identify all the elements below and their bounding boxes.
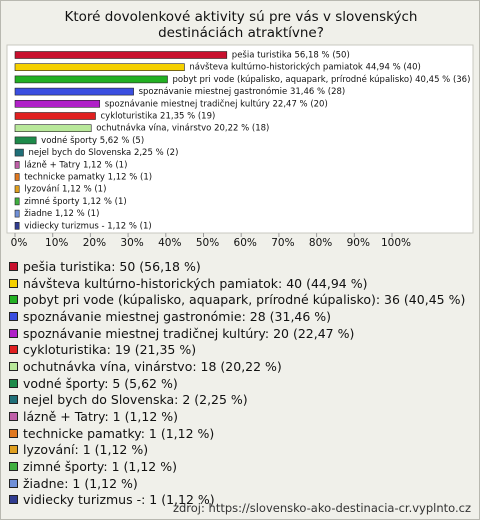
- legend-entry: vidiecky turizmus -: 1 (1,12 %): [9, 492, 465, 509]
- value-label: nejel bych do Slovenska 2,25 % (2): [28, 148, 178, 158]
- bar: [14, 87, 134, 96]
- legend-swatch: [9, 445, 18, 455]
- legend-label: technicke pamatky: 1 (1,12 %): [23, 425, 215, 441]
- x-tick-label: 20%: [83, 237, 106, 249]
- legend-swatch: [9, 495, 18, 505]
- legend-entry: zimné športy: 1 (1,12 %): [9, 458, 465, 475]
- legend-label: lyzování: 1 (1,12 %): [23, 442, 149, 458]
- bar: [14, 75, 168, 84]
- legend-swatch: [9, 361, 18, 371]
- value-label: návšteva kultúrno-historických pamiatok …: [189, 62, 420, 73]
- value-label: spoznávanie miestnej tradičnej kultúry 2…: [105, 98, 328, 109]
- x-tick-label: 70%: [271, 237, 294, 249]
- x-tick-label: 0%: [11, 237, 28, 249]
- legend-entry: žiadne: 1 (1,12 %): [9, 475, 465, 492]
- legend: pešia turistika: 50 (56,18 %) návšteva ku…: [9, 258, 465, 508]
- bar: [14, 51, 228, 59]
- value-label: vidiecky turizmus - 1,12 % (1): [24, 221, 151, 231]
- legend-label: pešia turistika: 50 (56,18 %): [23, 258, 201, 274]
- bar: [14, 63, 185, 72]
- legend-entry: ochutnávka vína, vinárstvo: 18 (20,22 %): [9, 358, 465, 375]
- legend-entry: nejel bych do Slovenska: 2 (2,25 %): [9, 392, 465, 409]
- value-label: vodné športy 5,62 % (5): [41, 135, 144, 146]
- legend-label: zimné športy: 1 (1,12 %): [23, 459, 177, 475]
- legend-label: nejel bych do Slovenska: 2 (2,25 %): [23, 392, 248, 408]
- value-label: lyzování 1,12 % (1): [24, 185, 106, 195]
- bar: [14, 209, 20, 218]
- bar: [14, 148, 24, 157]
- legend-entry: lyzování: 1 (1,12 %): [9, 442, 465, 459]
- bar: [14, 222, 20, 230]
- legend-swatch: [9, 345, 18, 355]
- bar: [14, 173, 20, 181]
- legend-swatch: [9, 378, 18, 388]
- value-label: pobyt pri vode (kúpalisko, aquapark, prí…: [172, 74, 470, 85]
- bar: [14, 185, 20, 193]
- chart-title: Ktoré dovolenkové aktivity sú pre vás v …: [64, 9, 418, 41]
- bar: [14, 112, 96, 120]
- legend-label: pobyt pri vode (kúpalisko, aquapark, prí…: [23, 292, 466, 308]
- bar: [14, 124, 92, 132]
- legend-entry: návšteva kultúrno-historických pamiatok:…: [9, 275, 465, 292]
- legend-label: spoznávanie miestnej gastronómie: 28 (31…: [23, 308, 332, 324]
- legend-swatch: [9, 428, 18, 438]
- value-label: technicke pamatky 1,12 % (1): [24, 173, 152, 183]
- legend-swatch: [9, 478, 18, 488]
- legend-label: cykloturistika: 19 (21,35 %): [23, 342, 197, 358]
- value-label: cykloturistika 21,35 % (19): [100, 112, 215, 122]
- legend-swatch: [9, 295, 18, 305]
- bar: [14, 161, 20, 169]
- value-label: lázně + Tatry 1,12 % (1): [24, 160, 127, 170]
- bar: [14, 197, 20, 206]
- legend-swatch: [9, 311, 18, 321]
- value-label: pešia turistika 56,18 % (50): [232, 50, 350, 61]
- x-tick-label: 50%: [196, 237, 219, 249]
- x-tick-label: 30%: [120, 237, 143, 249]
- legend-entry: pešia turistika: 50 (56,18 %): [9, 258, 465, 275]
- legend-entry: pobyt pri vode (kúpalisko, aquapark, prí…: [9, 291, 465, 308]
- bar: [14, 99, 101, 108]
- x-tick-label: 40%: [158, 237, 181, 249]
- legend-entry: lázně + Tatry: 1 (1,12 %): [9, 408, 465, 425]
- legend-swatch: [9, 395, 18, 405]
- legend-swatch: [9, 412, 18, 422]
- legend-entry: vodné športy: 5 (5,62 %): [9, 375, 465, 392]
- x-tick-label: 80%: [309, 237, 332, 249]
- legend-swatch: [9, 278, 18, 288]
- legend-label: návšteva kultúrno-historických pamiatok:…: [23, 275, 368, 291]
- value-label: ochutnávka vína, vinárstvo 20,22 % (18): [96, 124, 269, 134]
- legend-swatch: [9, 462, 18, 472]
- source: zdroj: https://slovensko-ako-destinacia-…: [172, 501, 471, 515]
- bar: [14, 136, 37, 145]
- x-tick-label: 90%: [347, 237, 370, 249]
- legend-swatch: [9, 261, 18, 271]
- legend-entry: technicke pamatky: 1 (1,12 %): [9, 425, 465, 442]
- legend-label: vodné športy: 5 (5,62 %): [23, 375, 178, 391]
- x-tick-label: 60%: [234, 237, 257, 249]
- x-tick-label: 10%: [45, 237, 68, 249]
- legend-label: spoznávanie miestnej tradičnej kultúry: …: [23, 325, 355, 341]
- value-label: spoznávanie miestnej gastronómie 31,46 %…: [139, 86, 346, 97]
- legend-entry: cykloturistika: 19 (21,35 %): [9, 341, 465, 358]
- value-label: zimné športy 1,12 % (1): [24, 196, 126, 207]
- value-label: žiadne 1,12 % (1): [24, 209, 99, 219]
- legend-swatch: [9, 328, 18, 338]
- chart: 0% 10% 20% 30% 40% 50% 60% 70% 80% 90% 100% pešia t…: [6, 44, 474, 249]
- legend-label: vidiecky turizmus -: 1 (1,12 %): [23, 492, 215, 508]
- x-tick-label: 100%: [381, 237, 411, 249]
- legend-entry: spoznávanie miestnej tradičnej kultúry: …: [9, 325, 465, 342]
- legend-label: žiadne: 1 (1,12 %): [23, 475, 138, 491]
- legend-label: ochutnávka vína, vinárstvo: 18 (20,22 %): [23, 358, 282, 374]
- legend-entry: spoznávanie miestnej gastronómie: 28 (31…: [9, 308, 465, 325]
- legend-label: lázně + Tatry: 1 (1,12 %): [23, 409, 179, 425]
